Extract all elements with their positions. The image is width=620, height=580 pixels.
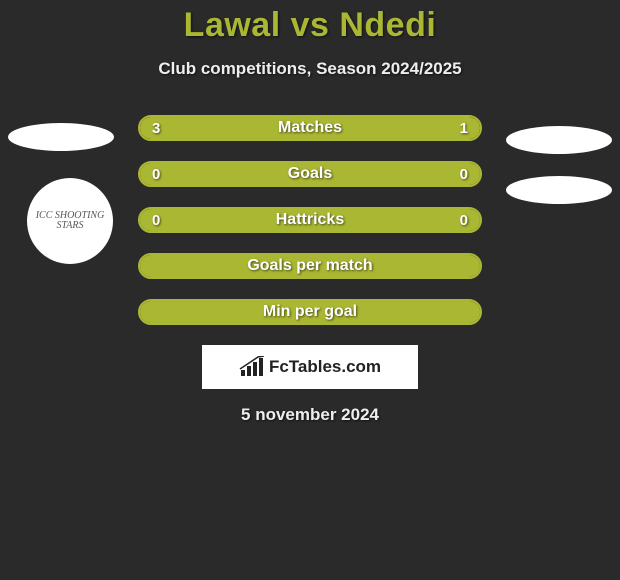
right-team-badge-top (506, 126, 612, 154)
bar-matches-value-right: 1 (460, 120, 468, 137)
page-title: Lawal vs Ndedi (0, 0, 620, 45)
bar-hattricks-value-right: 0 (460, 212, 468, 229)
bar-matches-fill-left (140, 117, 395, 139)
bar-matches-value-left: 3 (152, 120, 160, 137)
bar-goals: 0 Goals 0 (138, 161, 482, 187)
bar-gpm-label: Goals per match (247, 257, 372, 275)
stats-bars: 3 Matches 1 0 Goals 0 0 Hattricks 0 Goal… (138, 115, 482, 325)
left-team-logo-text: ICC SHOOTING STARS (27, 211, 113, 231)
source-logo-text: FcTables.com (269, 357, 381, 377)
bar-hattricks: 0 Hattricks 0 (138, 207, 482, 233)
bar-goals-per-match: Goals per match (138, 253, 482, 279)
left-team-badge-top (8, 123, 114, 151)
bar-min-per-goal: Min per goal (138, 299, 482, 325)
bar-goals-value-left: 0 (152, 166, 160, 183)
bar-goals-label: Goals (288, 165, 332, 183)
bar-goals-value-right: 0 (460, 166, 468, 183)
chart-icon (239, 356, 265, 378)
source-logo[interactable]: FcTables.com (202, 345, 418, 389)
date-label: 5 november 2024 (0, 405, 620, 425)
bar-matches-label: Matches (278, 119, 342, 137)
bar-hattricks-label: Hattricks (276, 211, 344, 229)
bar-hattricks-value-left: 0 (152, 212, 160, 229)
subtitle: Club competitions, Season 2024/2025 (0, 59, 620, 79)
bar-mpg-label: Min per goal (263, 303, 357, 321)
left-team-logo: ICC SHOOTING STARS (27, 178, 113, 264)
right-team-badge-bottom (506, 176, 612, 204)
bar-matches: 3 Matches 1 (138, 115, 482, 141)
